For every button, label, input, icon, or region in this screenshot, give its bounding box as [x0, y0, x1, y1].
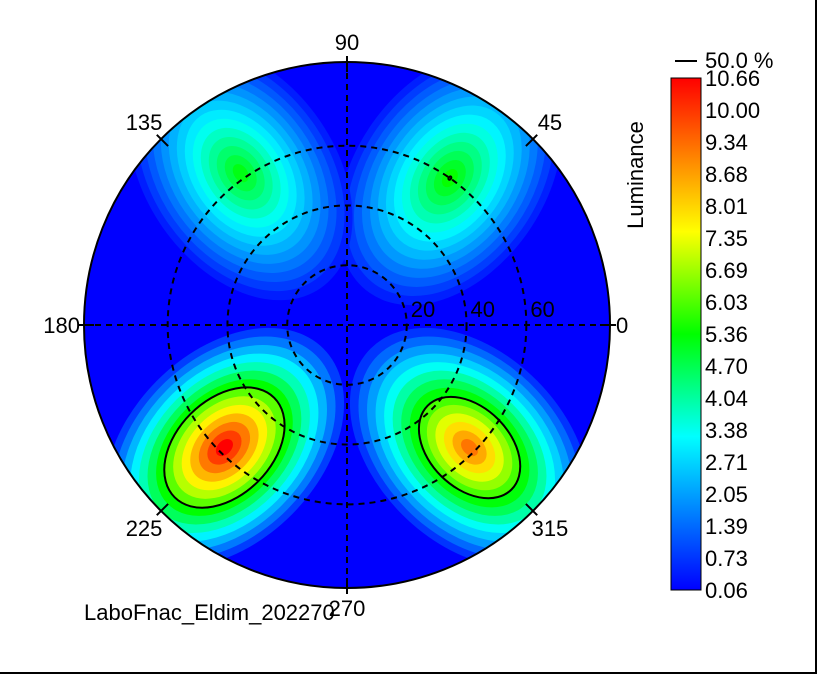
- lobe-band: [461, 439, 479, 457]
- polar-plot: 20 40 60 90 45 0 315 270 225 180 135: [43, 30, 628, 621]
- colorbar-tick: 9.34: [705, 130, 748, 155]
- colorbar-gradient: [670, 77, 702, 591]
- angle-label: 0: [616, 313, 628, 338]
- radial-label: 40: [471, 297, 495, 322]
- angle-label: 270: [329, 596, 366, 621]
- angle-tick: [156, 134, 169, 147]
- lobe-band: [232, 164, 249, 183]
- colorbar-tick: 4.04: [705, 386, 748, 411]
- angle-label: 225: [126, 516, 163, 541]
- colorbar-tick: 1.39: [705, 514, 748, 539]
- colorbar-tick: 5.36: [705, 322, 748, 347]
- radial-label: 20: [411, 297, 435, 322]
- colorbar-tick: 6.03: [705, 290, 748, 315]
- lobe-2: [104, 327, 345, 568]
- lobe-3: [349, 327, 590, 568]
- footer-label: LaboFnac_Eldim_202270: [84, 600, 335, 625]
- colorbar-tick: 3.38: [705, 418, 748, 443]
- angle-label: 180: [43, 313, 80, 338]
- lobe-contour: [447, 175, 453, 181]
- angle-tick: [525, 134, 538, 147]
- contour-legend-label: 50.0 %: [705, 48, 774, 73]
- colorbar-tick: 7.35: [705, 226, 748, 251]
- colorbar-tick: 8.01: [705, 194, 748, 219]
- angle-tick: [156, 503, 169, 516]
- colorbar: 50.0 %10.66 10.00 9.34 8.68 8.01 7.35 6.69 6.03…: [623, 48, 774, 603]
- colorbar-tick: 10.66: [705, 66, 760, 91]
- colorbar-tick: 8.68: [705, 162, 748, 187]
- radial-label: 60: [530, 297, 554, 322]
- colorbar-tick: 0.06: [705, 578, 748, 603]
- angle-label: 135: [126, 110, 163, 135]
- colorbar-tick: 2.71: [705, 450, 748, 475]
- colorbar-tick: 10.00: [705, 98, 760, 123]
- lobe-1: [128, 62, 353, 301]
- colorbar-tick: 0.73: [705, 546, 748, 571]
- lobe-contour: [417, 395, 522, 500]
- colorbar-tick: 2.05: [705, 482, 748, 507]
- angle-tick: [525, 503, 538, 516]
- angle-label: 45: [538, 110, 562, 135]
- angle-label: 315: [532, 516, 569, 541]
- colorbar-title: Luminance: [623, 121, 648, 229]
- colorbar-tick: 4.70: [705, 354, 748, 379]
- colorbar-tick: 6.69: [705, 258, 748, 283]
- angle-label: 90: [335, 30, 359, 55]
- lobe-0: [338, 62, 562, 306]
- luminance-field: [84, 62, 610, 588]
